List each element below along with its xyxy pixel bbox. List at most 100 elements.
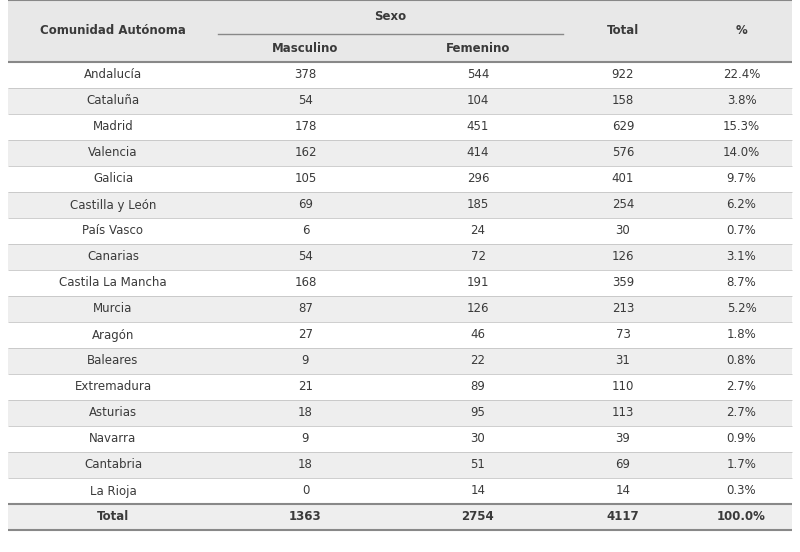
- Text: 4117: 4117: [606, 511, 639, 523]
- Text: Baleares: Baleares: [87, 354, 138, 368]
- Bar: [8, 348, 792, 374]
- Text: 14: 14: [470, 485, 486, 497]
- Text: 69: 69: [615, 459, 630, 471]
- Text: 2.7%: 2.7%: [726, 380, 757, 394]
- Text: 89: 89: [470, 380, 486, 394]
- Text: 22: 22: [470, 354, 486, 368]
- Text: 0.7%: 0.7%: [726, 225, 756, 237]
- Text: Comunidad Autónoma: Comunidad Autónoma: [40, 24, 186, 38]
- Text: 30: 30: [616, 225, 630, 237]
- Text: 3.8%: 3.8%: [726, 94, 756, 108]
- Text: 14.0%: 14.0%: [723, 146, 760, 160]
- Text: 24: 24: [470, 225, 486, 237]
- Text: 39: 39: [615, 433, 630, 445]
- Text: Madrid: Madrid: [93, 120, 134, 134]
- Text: 5.2%: 5.2%: [726, 302, 756, 316]
- Text: 100.0%: 100.0%: [717, 511, 766, 523]
- Text: Sexo: Sexo: [374, 10, 406, 24]
- Bar: [8, 452, 792, 478]
- Bar: [8, 88, 792, 114]
- Bar: [8, 270, 792, 296]
- Text: 401: 401: [612, 172, 634, 185]
- Text: Canarias: Canarias: [87, 251, 139, 263]
- Text: 0.8%: 0.8%: [726, 354, 756, 368]
- Text: 1.8%: 1.8%: [726, 328, 756, 342]
- Text: 21: 21: [298, 380, 313, 394]
- Text: 922: 922: [612, 68, 634, 82]
- Text: 27: 27: [298, 328, 313, 342]
- Text: Andalucía: Andalucía: [84, 68, 142, 82]
- Bar: [8, 62, 792, 88]
- Text: 2754: 2754: [462, 511, 494, 523]
- Text: 110: 110: [612, 380, 634, 394]
- Text: 95: 95: [470, 406, 486, 420]
- Bar: [8, 478, 792, 504]
- Text: Galicia: Galicia: [93, 172, 133, 185]
- Bar: [8, 140, 792, 166]
- Text: 1363: 1363: [289, 511, 322, 523]
- Bar: [8, 244, 792, 270]
- Bar: [8, 400, 792, 426]
- Text: 6.2%: 6.2%: [726, 199, 757, 211]
- Text: Femenino: Femenino: [446, 41, 510, 55]
- Text: 18: 18: [298, 459, 313, 471]
- Text: %: %: [736, 24, 747, 38]
- Text: 2.7%: 2.7%: [726, 406, 757, 420]
- Text: Cataluña: Cataluña: [86, 94, 139, 108]
- Text: La Rioja: La Rioja: [90, 485, 136, 497]
- Text: 113: 113: [612, 406, 634, 420]
- Bar: [8, 426, 792, 452]
- Text: 72: 72: [470, 251, 486, 263]
- Text: 9.7%: 9.7%: [726, 172, 757, 185]
- Text: 0: 0: [302, 485, 309, 497]
- Text: Castilla y León: Castilla y León: [70, 199, 156, 211]
- Bar: [8, 218, 792, 244]
- Bar: [8, 192, 792, 218]
- Text: 168: 168: [294, 277, 317, 289]
- Text: 254: 254: [612, 199, 634, 211]
- Text: Total: Total: [97, 511, 129, 523]
- Text: Cantabria: Cantabria: [84, 459, 142, 471]
- Bar: [8, 34, 792, 62]
- Text: 31: 31: [615, 354, 630, 368]
- Text: 51: 51: [470, 459, 486, 471]
- Text: 69: 69: [298, 199, 313, 211]
- Text: 576: 576: [612, 146, 634, 160]
- Text: 54: 54: [298, 251, 313, 263]
- Bar: [8, 374, 792, 400]
- Text: Asturias: Asturias: [89, 406, 137, 420]
- Text: 126: 126: [612, 251, 634, 263]
- Text: 104: 104: [467, 94, 489, 108]
- Text: 105: 105: [294, 172, 317, 185]
- Text: 359: 359: [612, 277, 634, 289]
- Text: 158: 158: [612, 94, 634, 108]
- Text: Valencia: Valencia: [88, 146, 138, 160]
- Text: 213: 213: [612, 302, 634, 316]
- Text: 126: 126: [466, 302, 490, 316]
- Text: 1.7%: 1.7%: [726, 459, 757, 471]
- Text: 30: 30: [470, 433, 486, 445]
- Text: 178: 178: [294, 120, 317, 134]
- Text: 22.4%: 22.4%: [723, 68, 760, 82]
- Text: Extremadura: Extremadura: [74, 380, 151, 394]
- Bar: [8, 504, 792, 530]
- Text: 14: 14: [615, 485, 630, 497]
- Text: 629: 629: [612, 120, 634, 134]
- Text: 15.3%: 15.3%: [723, 120, 760, 134]
- Text: 9: 9: [302, 354, 310, 368]
- Text: 54: 54: [298, 94, 313, 108]
- Text: 191: 191: [466, 277, 490, 289]
- Text: 451: 451: [467, 120, 489, 134]
- Bar: [8, 296, 792, 322]
- Text: 185: 185: [467, 199, 489, 211]
- Text: Navarra: Navarra: [90, 433, 137, 445]
- Text: 544: 544: [467, 68, 489, 82]
- Text: 87: 87: [298, 302, 313, 316]
- Text: País Vasco: País Vasco: [82, 225, 143, 237]
- Bar: [8, 114, 792, 140]
- Text: 0.9%: 0.9%: [726, 433, 756, 445]
- Bar: [8, 0, 792, 34]
- Text: 9: 9: [302, 433, 310, 445]
- Text: 296: 296: [466, 172, 490, 185]
- Text: 46: 46: [470, 328, 486, 342]
